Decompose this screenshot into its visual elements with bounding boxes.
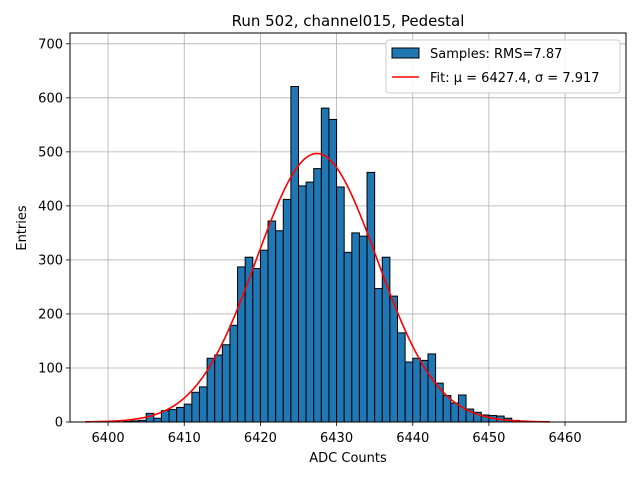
y-tick-label: 100 — [38, 361, 63, 376]
fit-curve — [85, 152, 550, 423]
y-tick-label: 500 — [38, 145, 63, 160]
histogram-bar — [358, 235, 368, 423]
histogram-bar — [427, 353, 437, 423]
histogram-bar — [313, 168, 322, 423]
histogram-bar — [214, 354, 223, 423]
histogram-bar — [153, 417, 162, 423]
y-tick-label: 300 — [38, 253, 63, 268]
histogram-bar — [198, 386, 208, 423]
histogram-bar — [419, 359, 429, 423]
histogram-bar — [404, 361, 414, 423]
histogram-bar — [366, 171, 376, 423]
y-tick-label: 200 — [38, 307, 63, 322]
histogram-bar — [305, 181, 315, 423]
histogram-bar — [397, 332, 406, 423]
histogram-bar — [343, 251, 353, 423]
histogram-bar — [244, 256, 254, 423]
histogram-bar — [183, 403, 193, 423]
y-axis-label: Entries — [15, 205, 30, 251]
x-tick-label: 6450 — [472, 431, 505, 446]
legend-label-fit: Fit: μ = 6427.4, σ = 7.917 — [430, 71, 600, 86]
x-tick-label: 6420 — [244, 431, 277, 446]
x-tick-label: 6430 — [320, 431, 353, 446]
x-tick-label: 6440 — [396, 431, 429, 446]
histogram-bar — [252, 268, 261, 423]
legend: Samples: RMS=7.87 Fit: μ = 6427.4, σ = 7… — [385, 39, 621, 94]
histogram-bar — [351, 232, 360, 423]
histogram-bar — [297, 185, 307, 423]
histogram-bar — [282, 198, 292, 423]
x-axis-ticks: 6400 6410 6420 6430 6440 6450 6460 — [92, 422, 582, 446]
histogram-bar — [267, 220, 277, 423]
y-axis-ticks: 0 100 200 300 400 500 600 700 — [38, 37, 70, 431]
plot-frame — [69, 32, 627, 423]
x-tick-label: 6400 — [92, 431, 125, 446]
grid-lines — [70, 33, 626, 423]
histogram-bar — [374, 288, 383, 423]
y-tick-label: 0 — [55, 416, 63, 431]
histogram-bar — [336, 186, 345, 423]
chart-title: Run 502, channel015, Pedestal — [232, 12, 465, 30]
histogram-bar — [191, 391, 200, 423]
histogram-bar — [389, 295, 399, 423]
histogram-bar — [221, 344, 231, 423]
legend-swatch-samples — [391, 47, 420, 59]
histogram-bar — [275, 230, 284, 423]
histogram-bar — [442, 395, 452, 423]
histogram-bar — [168, 409, 178, 423]
histogram-bar — [290, 85, 299, 423]
y-tick-label: 400 — [38, 199, 63, 214]
x-tick-label: 6460 — [549, 431, 582, 446]
histogram-bar — [259, 249, 269, 423]
histogram-bar — [412, 357, 421, 423]
legend-box — [385, 39, 621, 94]
histogram-bar — [229, 324, 239, 423]
histogram-bar — [176, 406, 185, 423]
y-tick-label: 600 — [38, 91, 63, 106]
histogram-bars — [122, 85, 528, 423]
x-tick-label: 6410 — [168, 431, 201, 446]
legend-label-samples: Samples: RMS=7.87 — [430, 47, 562, 62]
histogram-bar — [450, 402, 459, 423]
x-axis-label: ADC Counts — [309, 451, 387, 466]
y-tick-label: 700 — [38, 37, 63, 52]
